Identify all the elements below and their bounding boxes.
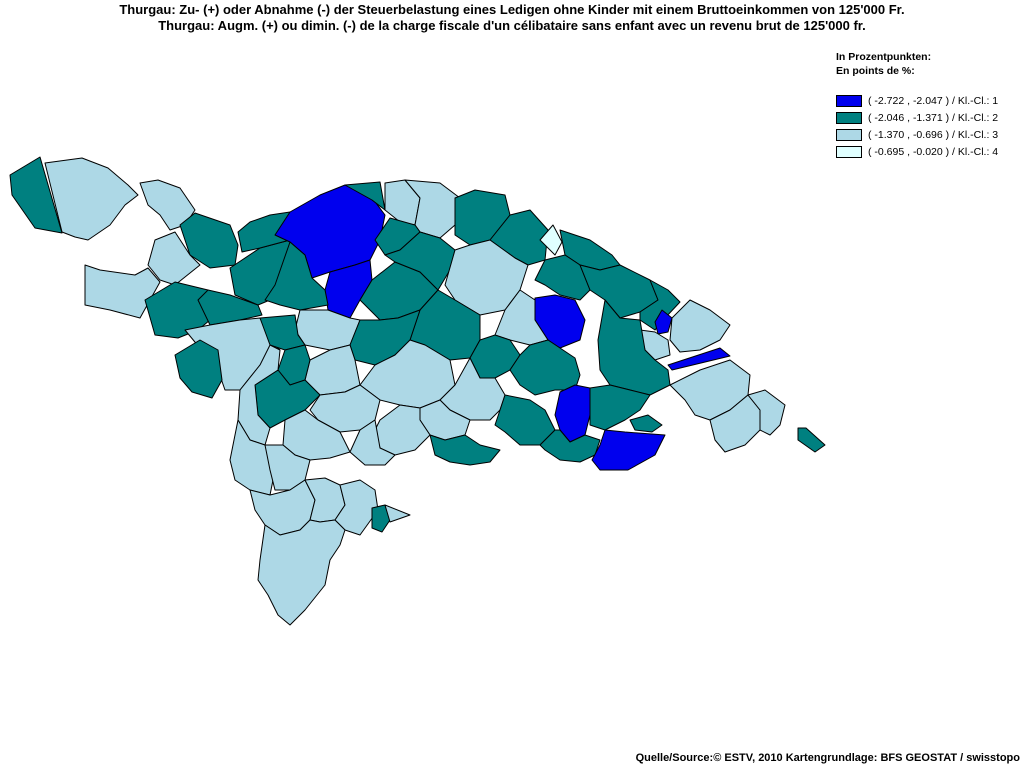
- legend-items: ( -2.722 , -2.047 ) / Kl.-Cl.: 1 ( -2.04…: [836, 92, 1021, 160]
- municipality-class-2: [349, 309, 421, 366]
- source-credit: Quelle/Source:© ESTV, 2010 Kartengrundla…: [635, 752, 1020, 764]
- municipality-class-2: [179, 212, 239, 269]
- municipality-class-2: [9, 156, 63, 234]
- municipality-class-3: [147, 231, 201, 286]
- municipality-class-3: [669, 299, 731, 353]
- municipality-class-3: [334, 479, 379, 536]
- legend-heading-french: En points de %:: [836, 65, 915, 77]
- municipality-class-3: [44, 157, 139, 241]
- municipality-class-2: [371, 504, 391, 533]
- municipality-class-3: [359, 339, 456, 409]
- title-french: Thurgau: Augm. (+) ou dimin. (-) de la c…: [158, 18, 866, 33]
- map-legend: In Prozentpunkten: En points de %: ( -2.…: [836, 50, 1021, 160]
- municipality-class-2: [797, 427, 826, 453]
- municipality-class-3: [84, 264, 161, 319]
- municipality-class-2: [509, 339, 581, 396]
- municipality-class-2: [629, 414, 663, 433]
- municipality-class-2: [174, 339, 223, 399]
- legend-item-class-4: ( -0.695 , -0.020 ) / Kl.-Cl.: 4: [836, 143, 1021, 160]
- map-title: Thurgau: Zu- (+) oder Abnahme (-) der St…: [0, 2, 1024, 34]
- legend-swatch-class-4: [836, 145, 862, 158]
- legend-item-class-2: ( -2.046 , -1.371 ) / Kl.-Cl.: 2: [836, 109, 1021, 126]
- municipality-class-1: [667, 347, 731, 371]
- municipality-class-1: [591, 429, 666, 471]
- legend-item-class-1: ( -2.722 , -2.047 ) / Kl.-Cl.: 1: [836, 92, 1021, 109]
- legend-label-class-1: ( -2.722 , -2.047 ) / Kl.-Cl.: 1: [868, 94, 999, 107]
- municipality-class-3: [257, 519, 346, 626]
- municipality-class-3: [349, 419, 396, 466]
- municipality-class-2: [494, 394, 556, 446]
- legend-swatch-class-1: [836, 94, 862, 107]
- municipality-class-2: [429, 434, 501, 466]
- municipality-class-2: [589, 384, 651, 431]
- municipality-class-2: [144, 281, 211, 339]
- legend-heading-german: In Prozentpunkten:: [836, 51, 932, 63]
- legend-swatch-class-3: [836, 128, 862, 141]
- municipality-class-2: [534, 254, 591, 301]
- legend-label-class-4: ( -0.695 , -0.020 ) / Kl.-Cl.: 4: [868, 145, 999, 158]
- legend-label-class-3: ( -1.370 , -0.696 ) / Kl.-Cl.: 3: [868, 128, 999, 141]
- municipality-class-2: [639, 279, 681, 331]
- legend-item-class-3: ( -1.370 , -0.696 ) / Kl.-Cl.: 3: [836, 126, 1021, 143]
- municipality-class-3: [747, 389, 786, 436]
- title-german: Thurgau: Zu- (+) oder Abnahme (-) der St…: [119, 2, 905, 17]
- municipality-class-1: [654, 309, 673, 335]
- legend-swatch-class-2: [836, 111, 862, 124]
- municipality-class-3: [384, 504, 411, 523]
- municipality-class-2: [264, 241, 329, 311]
- legend-label-class-2: ( -2.046 , -1.371 ) / Kl.-Cl.: 2: [868, 111, 999, 124]
- municipality-class-3: [374, 404, 431, 456]
- municipality-class-3: [304, 344, 361, 396]
